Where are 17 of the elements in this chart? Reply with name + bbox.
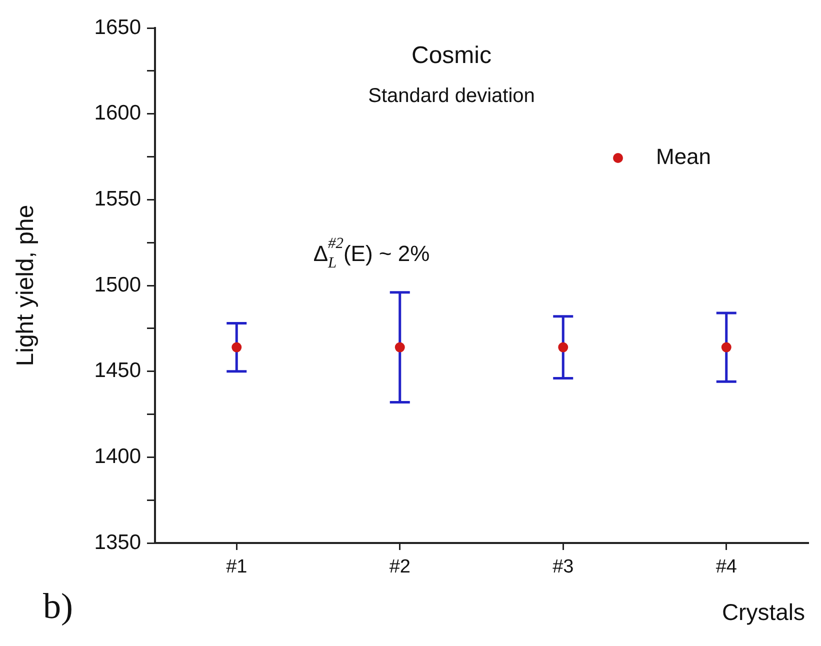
y-axis-title: Light yield, phe: [12, 204, 40, 366]
y-tick-label: 1450: [94, 359, 141, 382]
y-tick-label: 1550: [94, 187, 141, 210]
y-tick-label: 1600: [94, 102, 141, 125]
x-axis-title: Crystals: [722, 599, 805, 625]
text: Standard deviation: [368, 85, 535, 107]
x-tick-label: #4: [716, 556, 738, 578]
y-tick-label: 1650: [94, 16, 141, 39]
text: Cosmic: [411, 42, 492, 69]
legend-label: Mean: [656, 144, 712, 170]
y-tick-label: 1400: [94, 444, 141, 468]
y-tick-label: 1500: [94, 273, 141, 296]
y-tick-label: 1350: [94, 530, 141, 554]
x-tick-label: #2: [389, 556, 410, 578]
x-tick-label: #1: [226, 556, 248, 578]
x-tick-label: #3: [552, 556, 574, 578]
text: b): [43, 586, 73, 626]
